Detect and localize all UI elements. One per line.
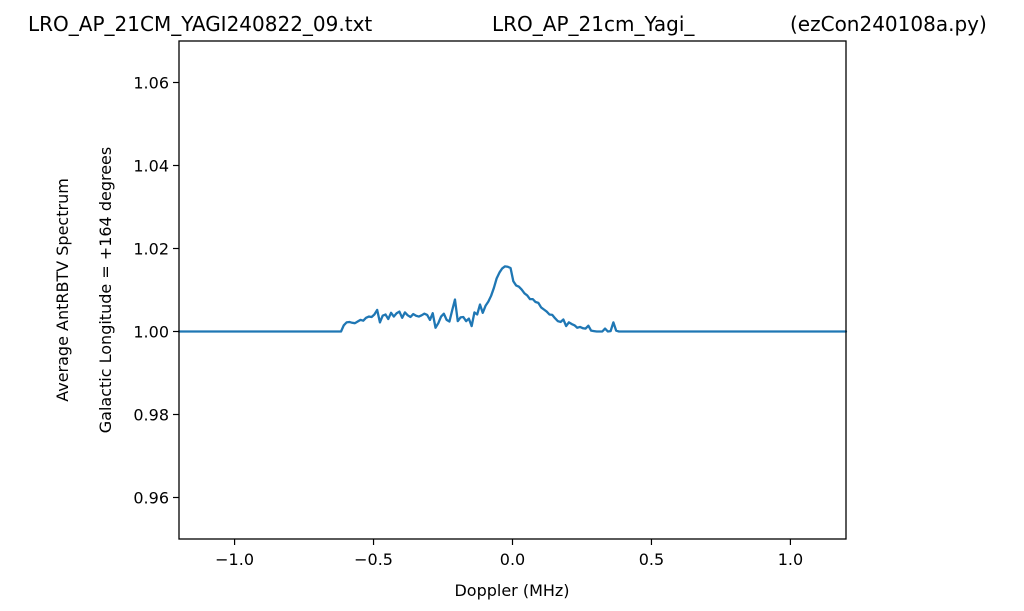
y-axis-label-line1: Average AntRBTV Spectrum [53, 178, 72, 402]
header-center-title: LRO_AP_21cm_Yagi_ [492, 12, 695, 36]
y-tick-label-0: 0.96 [133, 489, 169, 508]
y-tick-label-2: 1.00 [133, 323, 169, 342]
x-tick-label-4: 1.0 [778, 550, 803, 569]
y-tick-label-1: 0.98 [133, 406, 169, 425]
y-tick-label-3: 1.02 [133, 240, 169, 259]
x-tick-label-1: −0.5 [354, 550, 393, 569]
series-line-0 [177, 265, 848, 333]
x-tick-label-0: −1.0 [215, 550, 254, 569]
header-left-title: LRO_AP_21CM_YAGI240822_09.txt [28, 12, 372, 36]
x-axis-label: Doppler (MHz) [454, 581, 569, 600]
y-axis-label-line2: Galactic Longitude = +164 degrees [96, 147, 115, 433]
y-tick-label-4: 1.04 [133, 157, 169, 176]
x-tick-label-2: 0.0 [500, 550, 525, 569]
plot-frame [178, 40, 847, 540]
header-right-title: (ezCon240108a.py) [790, 12, 987, 36]
y-tick-label-5: 1.06 [133, 74, 169, 93]
plot-area: −1.0 −0.5 0.0 0.5 1.0 0.96 0.98 1.00 1.02 1.04 1.0… [133, 40, 848, 569]
x-tick-label-3: 0.5 [639, 550, 664, 569]
